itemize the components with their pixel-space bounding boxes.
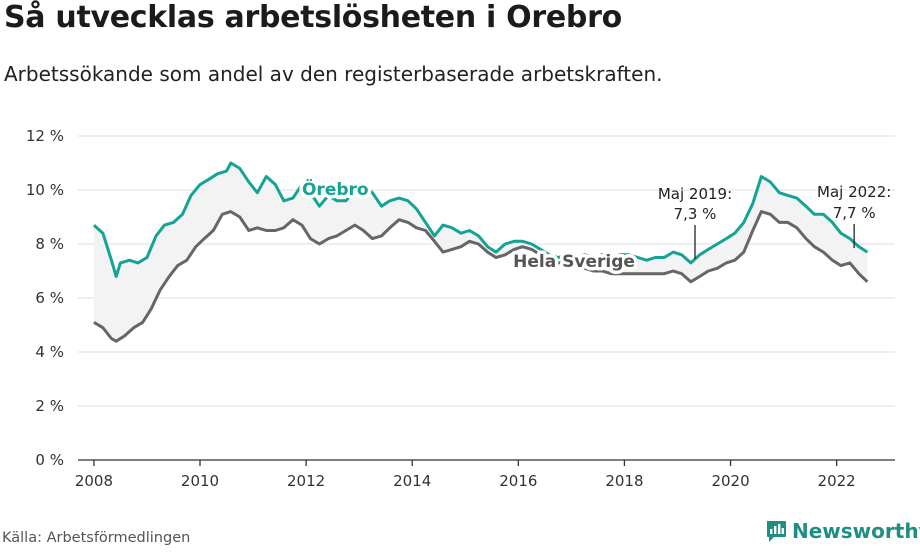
x-axis: 2008 2010 2012 2014 2016 2018 2020 2022 [75,459,895,490]
y-tick-label: 0 % [35,451,64,469]
brand-logo: Newsworthy [765,519,920,543]
series-label-orebro-halo: Örebro [302,178,369,200]
y-gridlines [78,135,895,407]
x-tick-label: 2022 [818,472,856,490]
page-title: Så utvecklas arbetslösheten i Orebro [4,0,622,35]
y-tick-label: 8 % [35,235,64,253]
x-tick-label: 2018 [605,472,643,490]
x-tick-label: 2012 [287,472,325,490]
y-tick-label: 12 % [26,127,64,145]
x-tick-label: 2008 [75,472,113,490]
series-line-hela-sverige [93,210,869,343]
annotation-label: Maj 2022: [817,183,891,201]
y-tick-label: 4 % [35,343,64,361]
y-tick-label: 2 % [35,397,64,415]
series-label-orebro-text: Örebro [302,178,369,200]
chart-logo-icon [767,521,786,542]
source-note: Källa: Arbetsförmedlingen [2,530,191,546]
annotation-value: 7,7 % [833,204,876,222]
x-tick-label: 2010 [181,472,219,490]
y-axis-tick-labels: 0 % 2 % 4 % 6 % 8 % 10 % 12 % [26,127,64,469]
annotation-label: Maj 2019: [658,185,732,203]
series-line-orebro [92,161,869,278]
x-tick-label: 2014 [393,472,431,490]
x-tick-label: 2016 [499,472,537,490]
x-tick-label: 2020 [711,472,749,490]
annotation: Maj 2019: 7,3 % [658,185,732,259]
annotation: Maj 2022: 7,7 % [817,183,891,249]
brand-name: Newsworthy [792,519,920,543]
series-label-hela-sverige-text: Hela Sverige [513,252,635,272]
y-tick-label: 6 % [35,289,64,307]
page-subtitle: Arbetssökande som andel av den registerb… [4,62,663,86]
value-annotations: Maj 2019: 7,3 % Maj 2022: 7,7 % [658,183,891,259]
y-tick-label: 10 % [26,181,64,199]
annotation-value: 7,3 % [674,205,717,223]
series-label-hela-sverige-halo: Hela Sverige [513,252,635,272]
difference-fill-area [93,163,868,342]
